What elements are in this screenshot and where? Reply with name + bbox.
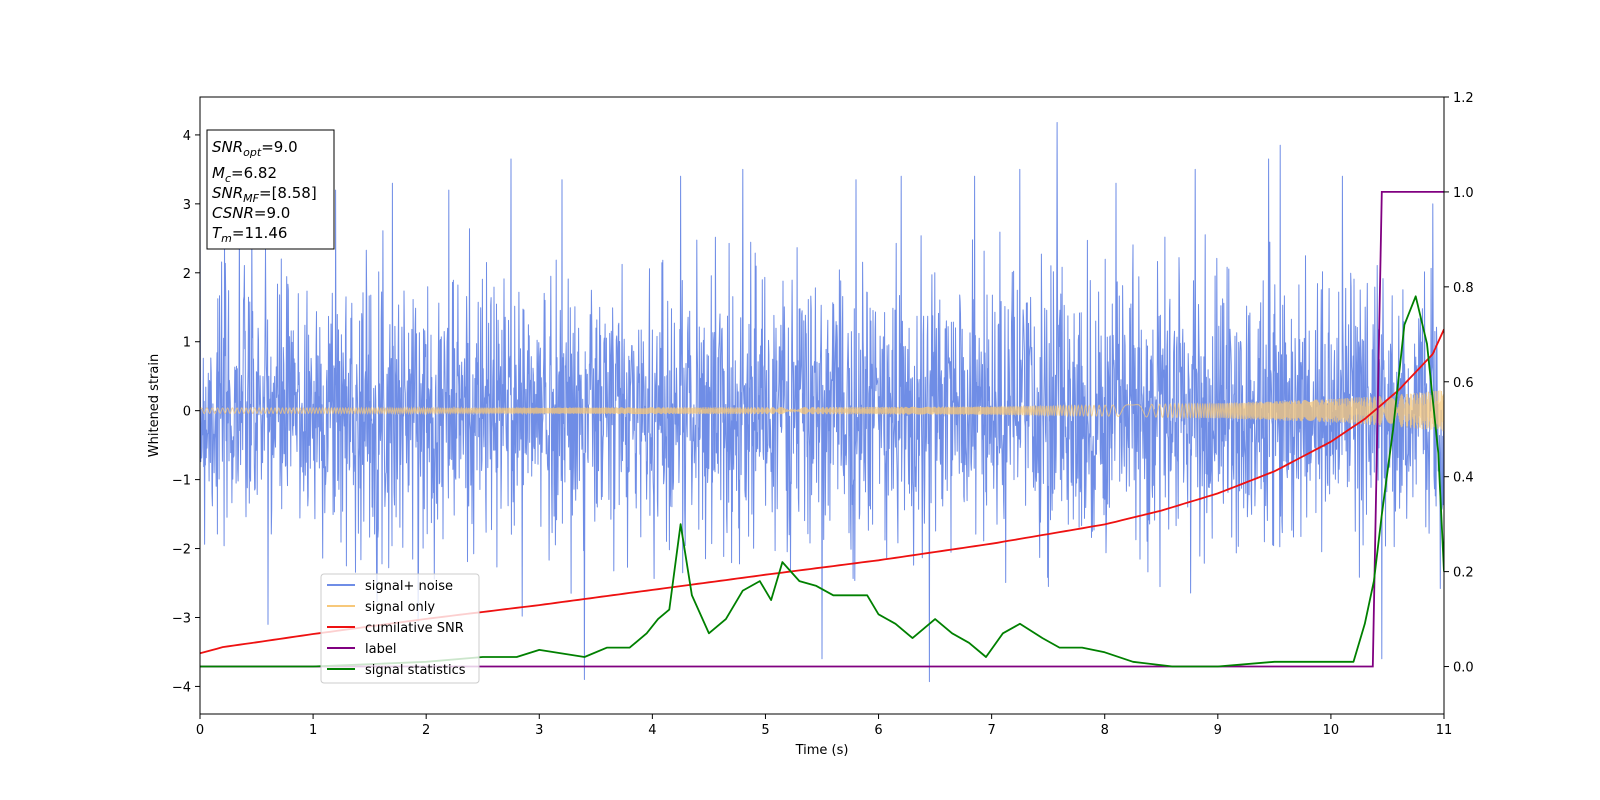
legend-label: cumilative SNR	[365, 621, 464, 636]
axes: 0 1 2 3 4 5 6 7 8 9 10 11 −4 −3 −2 −1 0 1 2 3 4 0.0 0.2 0.4 0.6 0…	[172, 91, 1474, 738]
y-right-tick-label: 0.8	[1453, 281, 1474, 296]
annotation-csnr: CSNR=9.0	[212, 204, 290, 222]
y-tick-label: 0	[183, 405, 191, 420]
annotation-tm: Tm=11.46	[212, 224, 287, 245]
annotation-snr-opt: SNRopt=9.0	[212, 138, 298, 159]
x-tick-label: 6	[874, 723, 882, 738]
legend-label: signal only	[365, 600, 435, 615]
signal-plus-noise-line	[200, 122, 1444, 683]
legend: signal+ noise signal only cumilative SNR la…	[320, 573, 480, 684]
legend-label: signal statistics	[365, 663, 466, 678]
y-tick-label: −3	[172, 611, 191, 626]
label-line	[200, 191, 1444, 668]
y-right-tick-label: 0.4	[1453, 471, 1474, 486]
legend-label: signal+ noise	[365, 579, 453, 594]
legend-label: label	[365, 642, 396, 657]
signal-statistics-line	[200, 295, 1444, 668]
y-tick-label: 1	[183, 336, 191, 351]
y-tick-label: 4	[183, 129, 191, 144]
x-tick-label: 9	[1214, 723, 1222, 738]
x-tick-label: 4	[648, 723, 656, 738]
legend-frame	[320, 573, 480, 684]
y-tick-label: −2	[172, 543, 191, 558]
y-tick-label: 3	[183, 198, 191, 213]
x-tick-label: 11	[1436, 723, 1453, 738]
y-tick-label: 2	[183, 267, 191, 282]
x-tick-label: 5	[761, 723, 769, 738]
signal-only-line	[200, 390, 1444, 432]
x-tick-label: 7	[987, 723, 995, 738]
annotation-mc: Mc=6.82	[212, 164, 277, 185]
y-tick-label: −1	[172, 474, 191, 489]
x-tick-label: 10	[1323, 723, 1340, 738]
y-right-tick-label: 0.0	[1453, 661, 1474, 676]
x-tick-label: 8	[1101, 723, 1109, 738]
y-axis-label: Whitened strain	[147, 354, 162, 457]
x-tick-label: 3	[535, 723, 543, 738]
y-right-tick-label: 1.0	[1453, 186, 1474, 201]
annotation-frame	[206, 129, 335, 250]
y-tick-label: −4	[172, 680, 191, 695]
x-tick-label: 2	[422, 723, 430, 738]
x-tick-label: 0	[196, 723, 204, 738]
annotation-snr-mf: SNRMF=[8.58]	[212, 184, 317, 205]
y-right-tick-label: 0.6	[1453, 376, 1474, 391]
x-tick-label: 1	[309, 723, 317, 738]
x-axis-label: Time (s)	[795, 743, 849, 758]
y-right-tick-label: 0.2	[1453, 566, 1474, 581]
plot-frame	[199, 96, 1445, 715]
y-right-tick-label: 1.2	[1453, 91, 1474, 106]
